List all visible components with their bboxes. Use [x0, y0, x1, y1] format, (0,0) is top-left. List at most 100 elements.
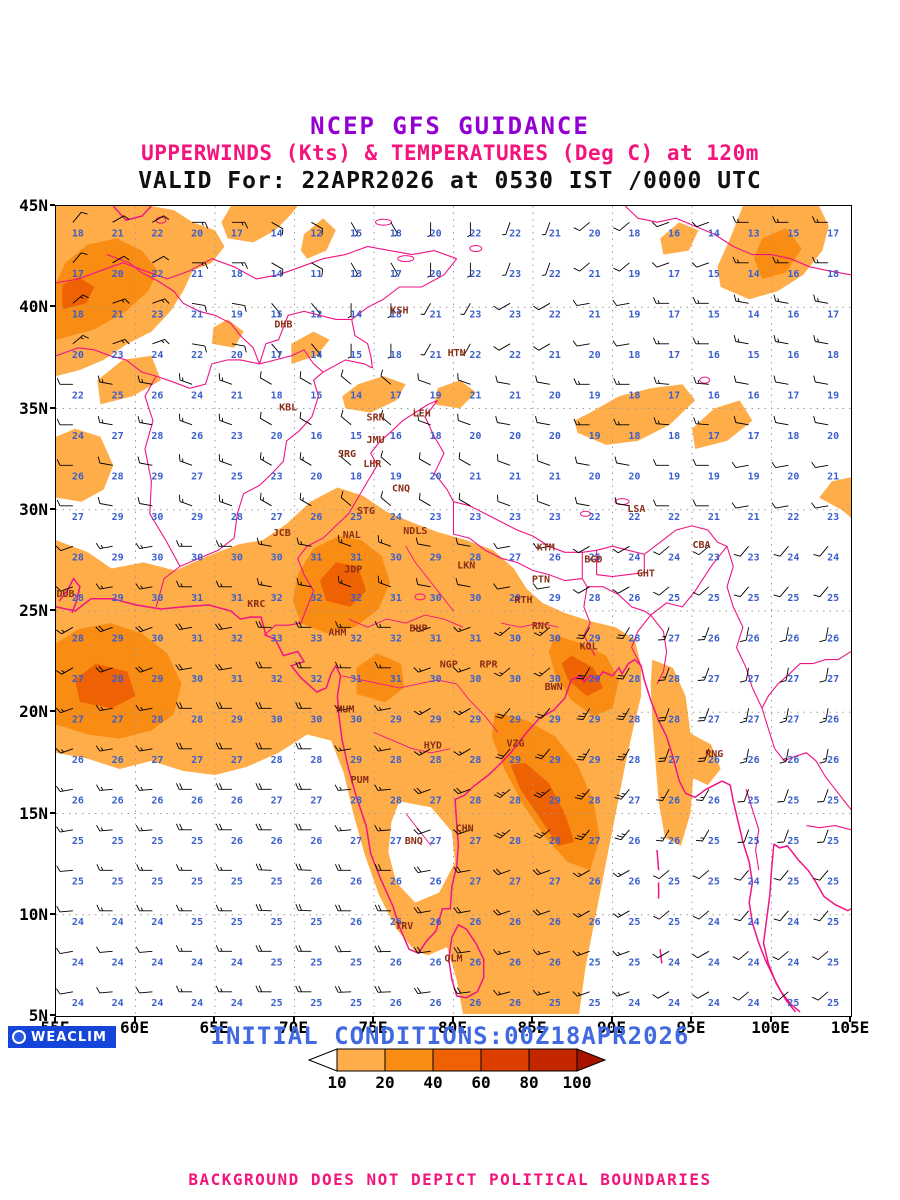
svg-text:30: 30 — [509, 674, 521, 685]
svg-text:25: 25 — [231, 917, 243, 928]
svg-text:25: 25 — [708, 876, 720, 887]
svg-text:11: 11 — [310, 269, 322, 280]
svg-text:23: 23 — [827, 512, 839, 523]
svg-text:25: 25 — [310, 917, 322, 928]
city-label-lhr: LHR — [363, 459, 382, 470]
svg-text:18: 18 — [628, 228, 640, 239]
svg-text:19: 19 — [589, 431, 601, 442]
svg-text:24: 24 — [708, 917, 720, 928]
city-label-rth: RTH — [514, 595, 532, 606]
svg-text:25: 25 — [231, 876, 243, 887]
svg-text:20: 20 — [430, 471, 442, 482]
svg-text:28: 28 — [430, 755, 442, 766]
svg-text:26: 26 — [271, 836, 283, 847]
svg-text:27: 27 — [787, 714, 799, 725]
svg-text:26: 26 — [390, 998, 402, 1009]
svg-text:26: 26 — [310, 836, 322, 847]
svg-text:24: 24 — [748, 957, 760, 968]
svg-text:24: 24 — [112, 917, 124, 928]
svg-text:32: 32 — [231, 633, 243, 644]
svg-text:26: 26 — [350, 876, 362, 887]
svg-text:22: 22 — [509, 228, 521, 239]
svg-text:30: 30 — [271, 714, 283, 725]
lat-tick — [50, 710, 55, 713]
svg-text:19: 19 — [827, 390, 839, 401]
svg-text:21: 21 — [748, 512, 760, 523]
lon-tick — [690, 1016, 692, 1022]
svg-text:17: 17 — [748, 431, 760, 442]
svg-text:22: 22 — [191, 350, 203, 361]
svg-text:28: 28 — [390, 795, 402, 806]
svg-text:21: 21 — [469, 390, 481, 401]
svg-text:17: 17 — [827, 228, 839, 239]
svg-text:26: 26 — [72, 471, 84, 482]
city-label-mum: MUM — [336, 704, 354, 715]
svg-text:29: 29 — [390, 714, 402, 725]
svg-text:27: 27 — [748, 714, 760, 725]
city-label-krc: KRC — [247, 599, 265, 610]
svg-text:28: 28 — [628, 633, 640, 644]
svg-text:29: 29 — [589, 755, 601, 766]
svg-text:30: 30 — [350, 714, 362, 725]
svg-text:15: 15 — [708, 269, 720, 280]
svg-text:17: 17 — [827, 309, 839, 320]
svg-text:25: 25 — [549, 998, 561, 1009]
svg-text:30: 30 — [430, 593, 442, 604]
svg-text:24: 24 — [231, 998, 243, 1009]
svg-text:30: 30 — [509, 633, 521, 644]
disclaimer: BACKGROUND DOES NOT DEPICT POLITICAL BOU… — [188, 1170, 712, 1189]
svg-text:25: 25 — [827, 836, 839, 847]
svg-text:28: 28 — [112, 674, 124, 685]
city-labels-layer: DHB KSH HTN KBL LEH SRN JMU SRG LHR CNQ STG JCB NAL N… — [57, 305, 724, 964]
svg-text:25: 25 — [151, 836, 163, 847]
svg-text:16: 16 — [787, 269, 799, 280]
svg-text:26: 26 — [549, 552, 561, 563]
svg-text:18: 18 — [430, 431, 442, 442]
svg-text:19: 19 — [231, 309, 243, 320]
svg-text:23: 23 — [469, 512, 481, 523]
svg-text:30: 30 — [151, 512, 163, 523]
svg-text:18: 18 — [72, 228, 84, 239]
svg-text:26: 26 — [628, 593, 640, 604]
city-label-ktm: KTM — [537, 542, 555, 553]
svg-text:26: 26 — [549, 917, 561, 928]
svg-text:14: 14 — [271, 228, 283, 239]
svg-text:26: 26 — [310, 876, 322, 887]
svg-text:26: 26 — [708, 755, 720, 766]
svg-text:20: 20 — [549, 431, 561, 442]
svg-text:24: 24 — [191, 957, 203, 968]
lon-tick-label: 75E — [358, 1018, 388, 1037]
svg-text:29: 29 — [549, 593, 561, 604]
svg-text:24: 24 — [748, 876, 760, 887]
svg-text:23: 23 — [430, 512, 442, 523]
wind-speed-shading-layer — [56, 206, 851, 1014]
svg-text:31: 31 — [469, 633, 481, 644]
svg-text:23: 23 — [509, 512, 521, 523]
city-label-rpr: RPR — [479, 660, 498, 671]
svg-text:27: 27 — [72, 674, 84, 685]
svg-text:22: 22 — [589, 512, 601, 523]
svg-text:31: 31 — [390, 674, 402, 685]
svg-text:29: 29 — [430, 714, 442, 725]
svg-text:24: 24 — [748, 998, 760, 1009]
svg-text:28: 28 — [231, 512, 243, 523]
svg-text:26: 26 — [509, 998, 521, 1009]
svg-text:26: 26 — [628, 876, 640, 887]
city-label-ksh: KSH — [390, 305, 408, 316]
city-label-rng: RNG — [705, 749, 723, 760]
lat-tick — [50, 912, 55, 915]
svg-text:26: 26 — [827, 714, 839, 725]
svg-text:26: 26 — [231, 836, 243, 847]
svg-text:25: 25 — [191, 917, 203, 928]
svg-text:29: 29 — [112, 512, 124, 523]
svg-text:25: 25 — [708, 836, 720, 847]
svg-text:19: 19 — [628, 309, 640, 320]
svg-text:27: 27 — [549, 876, 561, 887]
svg-text:25: 25 — [589, 998, 601, 1009]
svg-text:26: 26 — [191, 795, 203, 806]
lat-tick — [50, 1014, 55, 1016]
svg-text:25: 25 — [668, 876, 680, 887]
legend-tick-label: 100 — [563, 1073, 592, 1092]
svg-text:17: 17 — [390, 390, 402, 401]
svg-text:28: 28 — [589, 593, 601, 604]
